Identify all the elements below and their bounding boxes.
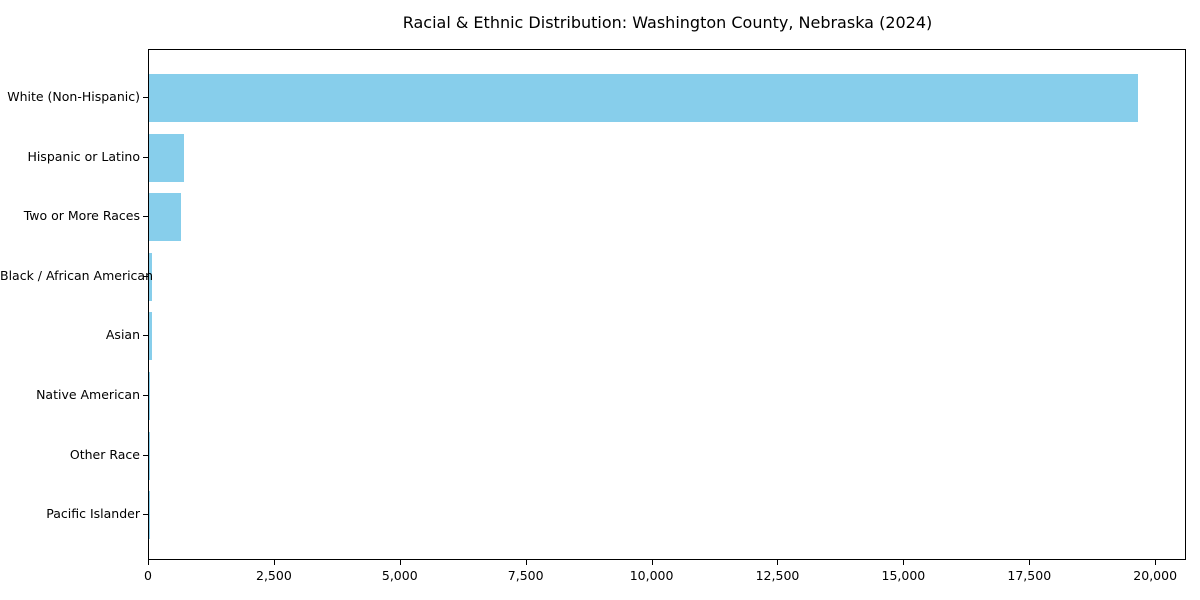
x-tick: [1029, 560, 1031, 565]
x-tick: [1155, 560, 1157, 565]
x-tick: [777, 560, 779, 565]
y-axis-label: Black / African American: [0, 267, 154, 283]
x-tick: [273, 560, 275, 565]
chart-title: Racial & Ethnic Distribution: Washington…: [402, 13, 933, 32]
x-axis-label: 12,500: [755, 568, 800, 583]
bar-other-race: [149, 431, 150, 480]
bar-hispanic-or-latino: [149, 133, 184, 182]
bar-native-american: [149, 372, 151, 420]
y-tick: [143, 514, 148, 516]
y-axis-label: Other Race: [69, 446, 140, 462]
y-tick: [143, 216, 148, 218]
plot-area: [148, 49, 1186, 560]
y-axis-label: White (Non-Hispanic): [7, 89, 140, 104]
x-tick: [148, 560, 149, 565]
y-tick: [143, 97, 148, 98]
y-axis-label: Pacific Islander: [46, 506, 140, 522]
x-axis-label: 5,000: [381, 568, 418, 583]
y-axis-label: Native American: [36, 387, 140, 402]
bar-black-african-american: [149, 252, 153, 301]
y-tick: [143, 335, 148, 337]
y-axis-label: Hispanic or Latino: [27, 148, 140, 164]
x-tick: [651, 560, 653, 565]
y-tick: [143, 156, 148, 158]
x-axis-label: 20,000: [1133, 568, 1178, 583]
x-tick: [525, 560, 527, 565]
x-axis-label: 17,500: [1007, 568, 1052, 583]
y-tick: [143, 395, 148, 396]
x-axis-label: 10,000: [629, 568, 674, 583]
x-axis-label: 2,500: [255, 568, 292, 583]
x-axis-label: 15,000: [881, 568, 926, 583]
x-axis-label: 0: [144, 568, 152, 583]
bar-two-or-more-races: [149, 193, 182, 242]
x-axis-label: 7,500: [507, 568, 544, 583]
y-tick: [143, 275, 148, 277]
y-axis-label: Asian: [105, 327, 140, 343]
y-tick: [143, 454, 148, 456]
y-axis-label: Two or More Races: [23, 208, 140, 224]
x-tick: [399, 560, 401, 565]
bar-white-non-hispanic: [149, 74, 1138, 122]
x-tick: [903, 560, 905, 565]
bar-asian: [149, 312, 152, 361]
